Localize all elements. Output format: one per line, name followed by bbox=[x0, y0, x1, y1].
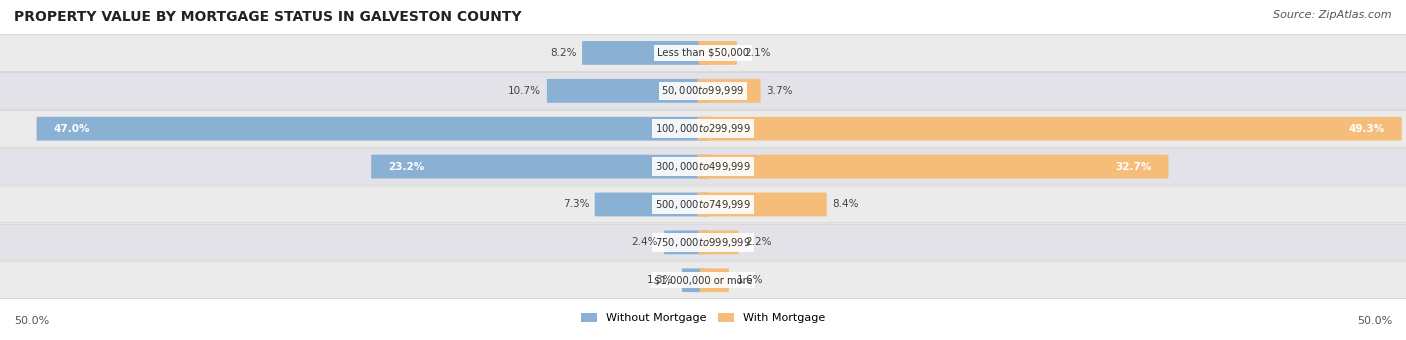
FancyBboxPatch shape bbox=[0, 148, 1406, 185]
Text: 3.7%: 3.7% bbox=[766, 86, 793, 96]
Text: $50,000 to $99,999: $50,000 to $99,999 bbox=[661, 84, 745, 97]
FancyBboxPatch shape bbox=[0, 35, 1406, 71]
FancyBboxPatch shape bbox=[682, 269, 706, 292]
Text: 2.4%: 2.4% bbox=[631, 237, 658, 248]
Text: 47.0%: 47.0% bbox=[53, 124, 90, 134]
Text: $500,000 to $749,999: $500,000 to $749,999 bbox=[655, 198, 751, 211]
Text: 1.6%: 1.6% bbox=[737, 275, 763, 285]
FancyBboxPatch shape bbox=[700, 268, 728, 292]
FancyBboxPatch shape bbox=[0, 72, 1406, 109]
FancyBboxPatch shape bbox=[582, 41, 709, 65]
Text: 32.7%: 32.7% bbox=[1115, 162, 1152, 172]
Text: 1.3%: 1.3% bbox=[647, 275, 673, 285]
Legend: Without Mortgage, With Mortgage: Without Mortgage, With Mortgage bbox=[576, 308, 830, 328]
FancyBboxPatch shape bbox=[0, 110, 1406, 147]
FancyBboxPatch shape bbox=[697, 117, 1402, 141]
FancyBboxPatch shape bbox=[699, 231, 738, 254]
FancyBboxPatch shape bbox=[371, 155, 709, 179]
Text: $300,000 to $499,999: $300,000 to $499,999 bbox=[655, 160, 751, 173]
FancyBboxPatch shape bbox=[697, 79, 761, 103]
Text: 2.1%: 2.1% bbox=[744, 48, 770, 58]
Text: 8.4%: 8.4% bbox=[832, 200, 859, 209]
Text: 50.0%: 50.0% bbox=[1357, 317, 1392, 326]
FancyBboxPatch shape bbox=[0, 262, 1406, 299]
FancyBboxPatch shape bbox=[0, 224, 1406, 261]
FancyBboxPatch shape bbox=[547, 79, 709, 103]
Text: 49.3%: 49.3% bbox=[1348, 124, 1385, 134]
FancyBboxPatch shape bbox=[697, 192, 827, 216]
Text: 50.0%: 50.0% bbox=[14, 317, 49, 326]
Text: 7.3%: 7.3% bbox=[562, 200, 589, 209]
FancyBboxPatch shape bbox=[699, 41, 737, 65]
FancyBboxPatch shape bbox=[0, 186, 1406, 223]
Text: 23.2%: 23.2% bbox=[388, 162, 425, 172]
Text: 2.2%: 2.2% bbox=[745, 237, 772, 248]
FancyBboxPatch shape bbox=[595, 192, 709, 216]
Text: 8.2%: 8.2% bbox=[550, 48, 576, 58]
Text: PROPERTY VALUE BY MORTGAGE STATUS IN GALVESTON COUNTY: PROPERTY VALUE BY MORTGAGE STATUS IN GAL… bbox=[14, 10, 522, 24]
FancyBboxPatch shape bbox=[697, 155, 1168, 179]
FancyBboxPatch shape bbox=[664, 231, 709, 254]
FancyBboxPatch shape bbox=[37, 117, 709, 141]
Text: Source: ZipAtlas.com: Source: ZipAtlas.com bbox=[1274, 10, 1392, 20]
Text: Less than $50,000: Less than $50,000 bbox=[657, 48, 749, 58]
Text: $750,000 to $999,999: $750,000 to $999,999 bbox=[655, 236, 751, 249]
Text: $100,000 to $299,999: $100,000 to $299,999 bbox=[655, 122, 751, 135]
Text: $1,000,000 or more: $1,000,000 or more bbox=[654, 275, 752, 285]
Text: 10.7%: 10.7% bbox=[509, 86, 541, 96]
